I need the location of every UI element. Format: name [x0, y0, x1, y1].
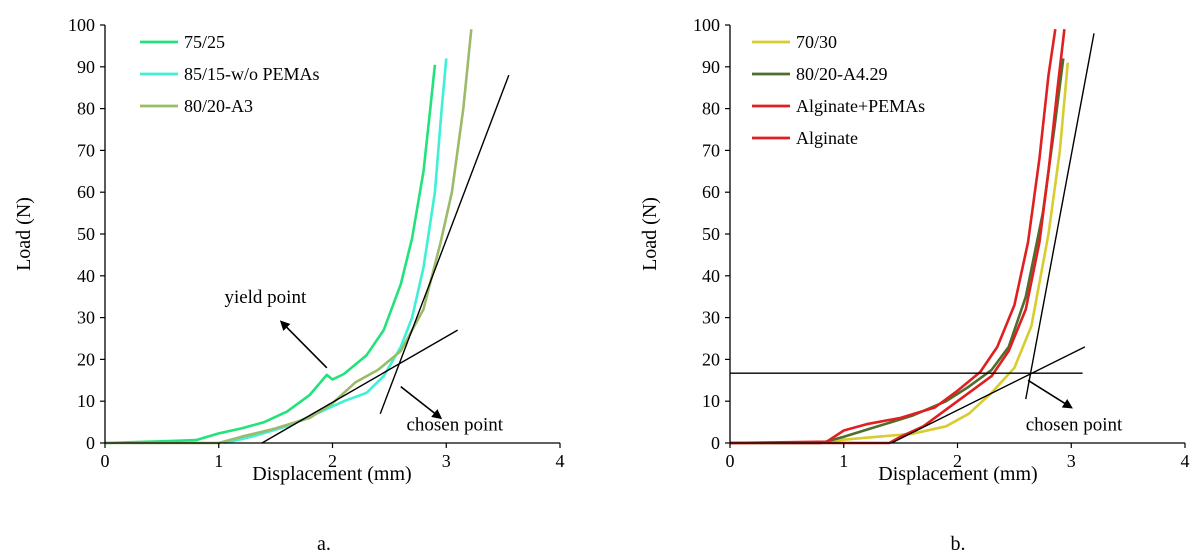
- x-tick-label: 4: [1181, 451, 1190, 471]
- series-line-1: [730, 62, 1070, 445]
- guide-line-2: [891, 346, 1086, 444]
- x-tick-label: 1: [839, 451, 848, 471]
- y-tick-label: 50: [702, 224, 720, 244]
- guide-layer-b: [730, 33, 1095, 444]
- guide-line-2: [379, 74, 510, 414]
- y-axis-label-a: Load (N): [13, 197, 35, 271]
- panel-caption-b: b.: [951, 533, 966, 555]
- y-tick-label: 40: [77, 266, 95, 286]
- guide-line-1: [261, 329, 458, 444]
- y-tick-label: 60: [77, 182, 95, 202]
- y-tick-label: 10: [702, 391, 720, 411]
- series-line-3: [729, 29, 1057, 445]
- y-axis-label-b: Load (N): [639, 197, 661, 271]
- y-tick-label: 0: [711, 433, 720, 453]
- x-tick-label: 4: [556, 451, 565, 471]
- x-axis-label-b: Displacement (mm): [878, 463, 1037, 485]
- y-tick-label: 50: [77, 224, 95, 244]
- y-tick-label: 40: [702, 266, 720, 286]
- y-tick-label: 30: [77, 308, 95, 328]
- axes-b: [729, 25, 1185, 444]
- series-line-2: [730, 58, 1065, 445]
- y-tick-label: 20: [702, 349, 720, 369]
- annotation-label: yield point: [224, 287, 307, 308]
- x-tick-label: 0: [726, 451, 735, 471]
- series-layer-a: [104, 29, 473, 445]
- y-tick-label: 10: [77, 391, 95, 411]
- y-tick-label: 60: [702, 182, 720, 202]
- legend-label: 70/30: [796, 32, 837, 52]
- series-line-2: [224, 58, 448, 445]
- annotation-arrow: [279, 320, 328, 369]
- y-tick-label: 100: [693, 15, 720, 35]
- annotation-label: chosen point: [1026, 414, 1123, 435]
- series-line-1: [104, 64, 437, 445]
- annotations-a: yield point chosen point: [224, 287, 503, 435]
- legend-label: Alginate+PEMAs: [796, 96, 925, 116]
- legend-label: 85/15-w/o PEMAs: [184, 64, 320, 84]
- annotation-label: chosen point: [406, 414, 503, 435]
- y-tick-label: 70: [702, 140, 720, 160]
- annotations-b: chosen point: [1026, 379, 1123, 435]
- series-layer-b: [729, 29, 1070, 445]
- y-tick-label: 70: [77, 140, 95, 160]
- legend-label: 80/20-A4.29: [796, 64, 888, 84]
- y-tick-label: 80: [77, 99, 95, 119]
- y-tick-label: 0: [86, 433, 95, 453]
- y-tick-label: 90: [77, 57, 95, 77]
- x-tick-label: 2: [328, 451, 337, 471]
- y-tick-label: 30: [702, 308, 720, 328]
- x-tick-label: 3: [442, 451, 451, 471]
- series-line-3: [105, 29, 473, 445]
- panel-caption-a: a.: [317, 533, 331, 555]
- x-tick-label: 1: [214, 451, 223, 471]
- guide-line-3: [1025, 33, 1095, 400]
- x-tick-label: 3: [1067, 451, 1076, 471]
- legend-label: Alginate: [796, 128, 858, 148]
- x-axis-label-a: Displacement (mm): [252, 463, 411, 485]
- x-tick-label: 0: [101, 451, 110, 471]
- legend-b: 70/30 80/20-A4.29 Alginate+PEMAs Alginate: [752, 32, 925, 148]
- x-tick-label: 2: [953, 451, 962, 471]
- legend-a: 75/25 85/15-w/o PEMAs 80/20-A3: [140, 32, 320, 116]
- y-tick-label: 90: [702, 57, 720, 77]
- guide-layer-a: [261, 74, 510, 444]
- y-tick-label: 20: [77, 349, 95, 369]
- y-tick-label: 80: [702, 99, 720, 119]
- legend-label: 80/20-A3: [184, 96, 253, 116]
- y-tick-label: 100: [68, 15, 95, 35]
- annotation-arrow: [1027, 379, 1073, 409]
- legend-label: 75/25: [184, 32, 225, 52]
- series-line-4: [730, 29, 1066, 445]
- annotation-arrow: [400, 385, 443, 420]
